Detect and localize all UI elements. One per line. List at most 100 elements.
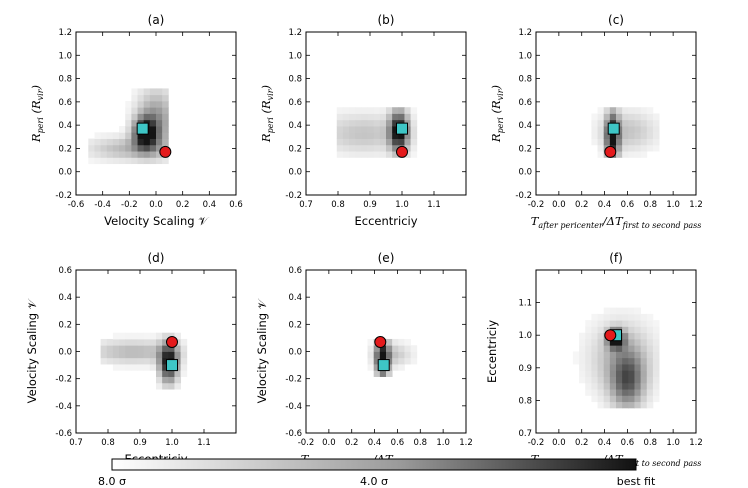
heatmap-cell (410, 345, 418, 352)
heatmap-cell (603, 320, 611, 327)
y-tick-label: 1.2 (518, 28, 532, 38)
heatmap-cell (355, 151, 362, 158)
heatmap-cell (149, 88, 157, 96)
heatmap (572, 307, 660, 409)
heatmap-cell (355, 119, 362, 127)
heatmap-cell (386, 132, 393, 139)
heatmap-cell (361, 144, 368, 152)
heatmap-cell (609, 370, 617, 377)
heatmap-cell (373, 345, 381, 352)
heatmap-cell (398, 338, 405, 346)
heatmap-cell (616, 382, 623, 390)
heatmap-cell (143, 157, 151, 165)
heatmap-cell (616, 113, 623, 121)
heatmap-cell (373, 113, 381, 121)
heatmap-cell (609, 313, 617, 321)
heatmap-cell (125, 338, 132, 346)
x-tick-label: 0.6 (621, 438, 635, 448)
heatmap-cell (119, 345, 126, 352)
heatmap-cell (585, 338, 592, 346)
panel-title: (a) (148, 13, 165, 27)
heatmap-cell (156, 126, 163, 133)
heatmap-cell (609, 389, 617, 396)
x-tick-label: -0.4 (94, 200, 111, 210)
heatmap-cell (398, 364, 405, 371)
heatmap-cell (585, 376, 592, 384)
heatmap (336, 107, 418, 158)
heatmap-cell (652, 382, 660, 390)
x-tick-label: 0.8 (414, 438, 428, 448)
heatmap-cell (640, 313, 648, 321)
heatmap-cell (622, 326, 629, 334)
heatmap-cell (404, 138, 412, 146)
heatmap-cell (125, 357, 132, 365)
x-tick-label: 0.4 (598, 438, 612, 448)
panel-title: (c) (608, 13, 624, 27)
heatmap-cell (88, 144, 95, 152)
heatmap-cell (336, 144, 344, 152)
heatmap-cell (404, 345, 412, 352)
heatmap-cell (628, 144, 635, 152)
heatmap-cell (168, 370, 175, 377)
heatmap-cell (361, 107, 368, 114)
heatmap-cell (622, 113, 629, 121)
heatmap-cell (628, 132, 635, 139)
heatmap-cell (410, 132, 418, 139)
heatmap-cell (342, 113, 350, 121)
heatmap-cell (622, 364, 629, 371)
heatmap-cell (634, 338, 642, 346)
heatmap-cell (634, 307, 642, 315)
heatmap-cell (622, 370, 629, 377)
heatmap-cell (404, 351, 412, 359)
y-tick-label: 1.0 (288, 51, 302, 61)
heatmap-cell (609, 364, 617, 371)
heatmap-cell (404, 113, 412, 121)
heatmap-cell (149, 132, 157, 139)
heatmap-cell (379, 132, 387, 139)
heatmap-cell (634, 345, 642, 352)
heatmap-cell (342, 132, 350, 139)
heatmap-cell (597, 144, 605, 152)
heatmap-cell (156, 138, 163, 146)
heatmap-cell (125, 138, 132, 146)
heatmap-cell (386, 345, 393, 352)
heatmap-cell (628, 107, 635, 114)
x-tick-label: -0.2 (528, 200, 545, 210)
heatmap-cell (336, 119, 344, 127)
x-tick-label: 0.6 (229, 200, 243, 210)
heatmap-cell (180, 370, 188, 377)
heatmap-cell (634, 376, 642, 384)
heatmap-cell (616, 132, 623, 139)
heatmap-cell (603, 138, 611, 146)
heatmap-cell (112, 357, 120, 365)
panel-e: -0.2 0.0 0.2 0.4 0.6 0.8 1.0 1.2 -0.6 -0.4 -0.2 0.0… (255, 251, 473, 468)
heatmap-cell (634, 326, 642, 334)
heatmap-cell (367, 126, 375, 133)
heatmap-cell (652, 119, 660, 127)
heatmap-cell (349, 144, 356, 152)
heatmap-cell (646, 113, 654, 121)
heatmap-cell (149, 345, 157, 352)
panel-b: 0.7 0.8 0.9 1.0 1.1 -0.2 0.0 0.2 0.4 0.6 0.8 1.0 1.2… (259, 13, 467, 228)
heatmap-cell (112, 338, 120, 346)
x-tick-label: 0.6 (391, 438, 405, 448)
heatmap-cell (652, 370, 660, 377)
heatmap-cell (125, 100, 132, 108)
heatmap-cell (162, 370, 169, 377)
heatmap-cell (622, 401, 629, 409)
heatmap-cell (336, 126, 344, 133)
red-circle-marker (604, 329, 617, 342)
heatmap-cell (410, 126, 418, 133)
y-tick-label: 0.6 (518, 98, 532, 108)
heatmap-cell (597, 113, 605, 121)
y-tick-label: 1.0 (518, 331, 532, 341)
heatmap-cell (106, 157, 114, 165)
heatmap-cell (180, 345, 188, 352)
heatmap-cell (94, 132, 102, 139)
heatmap-cell (597, 326, 605, 334)
heatmap-cell (100, 345, 108, 352)
x-tick-label: 1.0 (395, 200, 409, 210)
heatmap-cell (162, 88, 169, 96)
heatmap-cell (392, 357, 399, 365)
heatmap-cell (609, 320, 617, 327)
